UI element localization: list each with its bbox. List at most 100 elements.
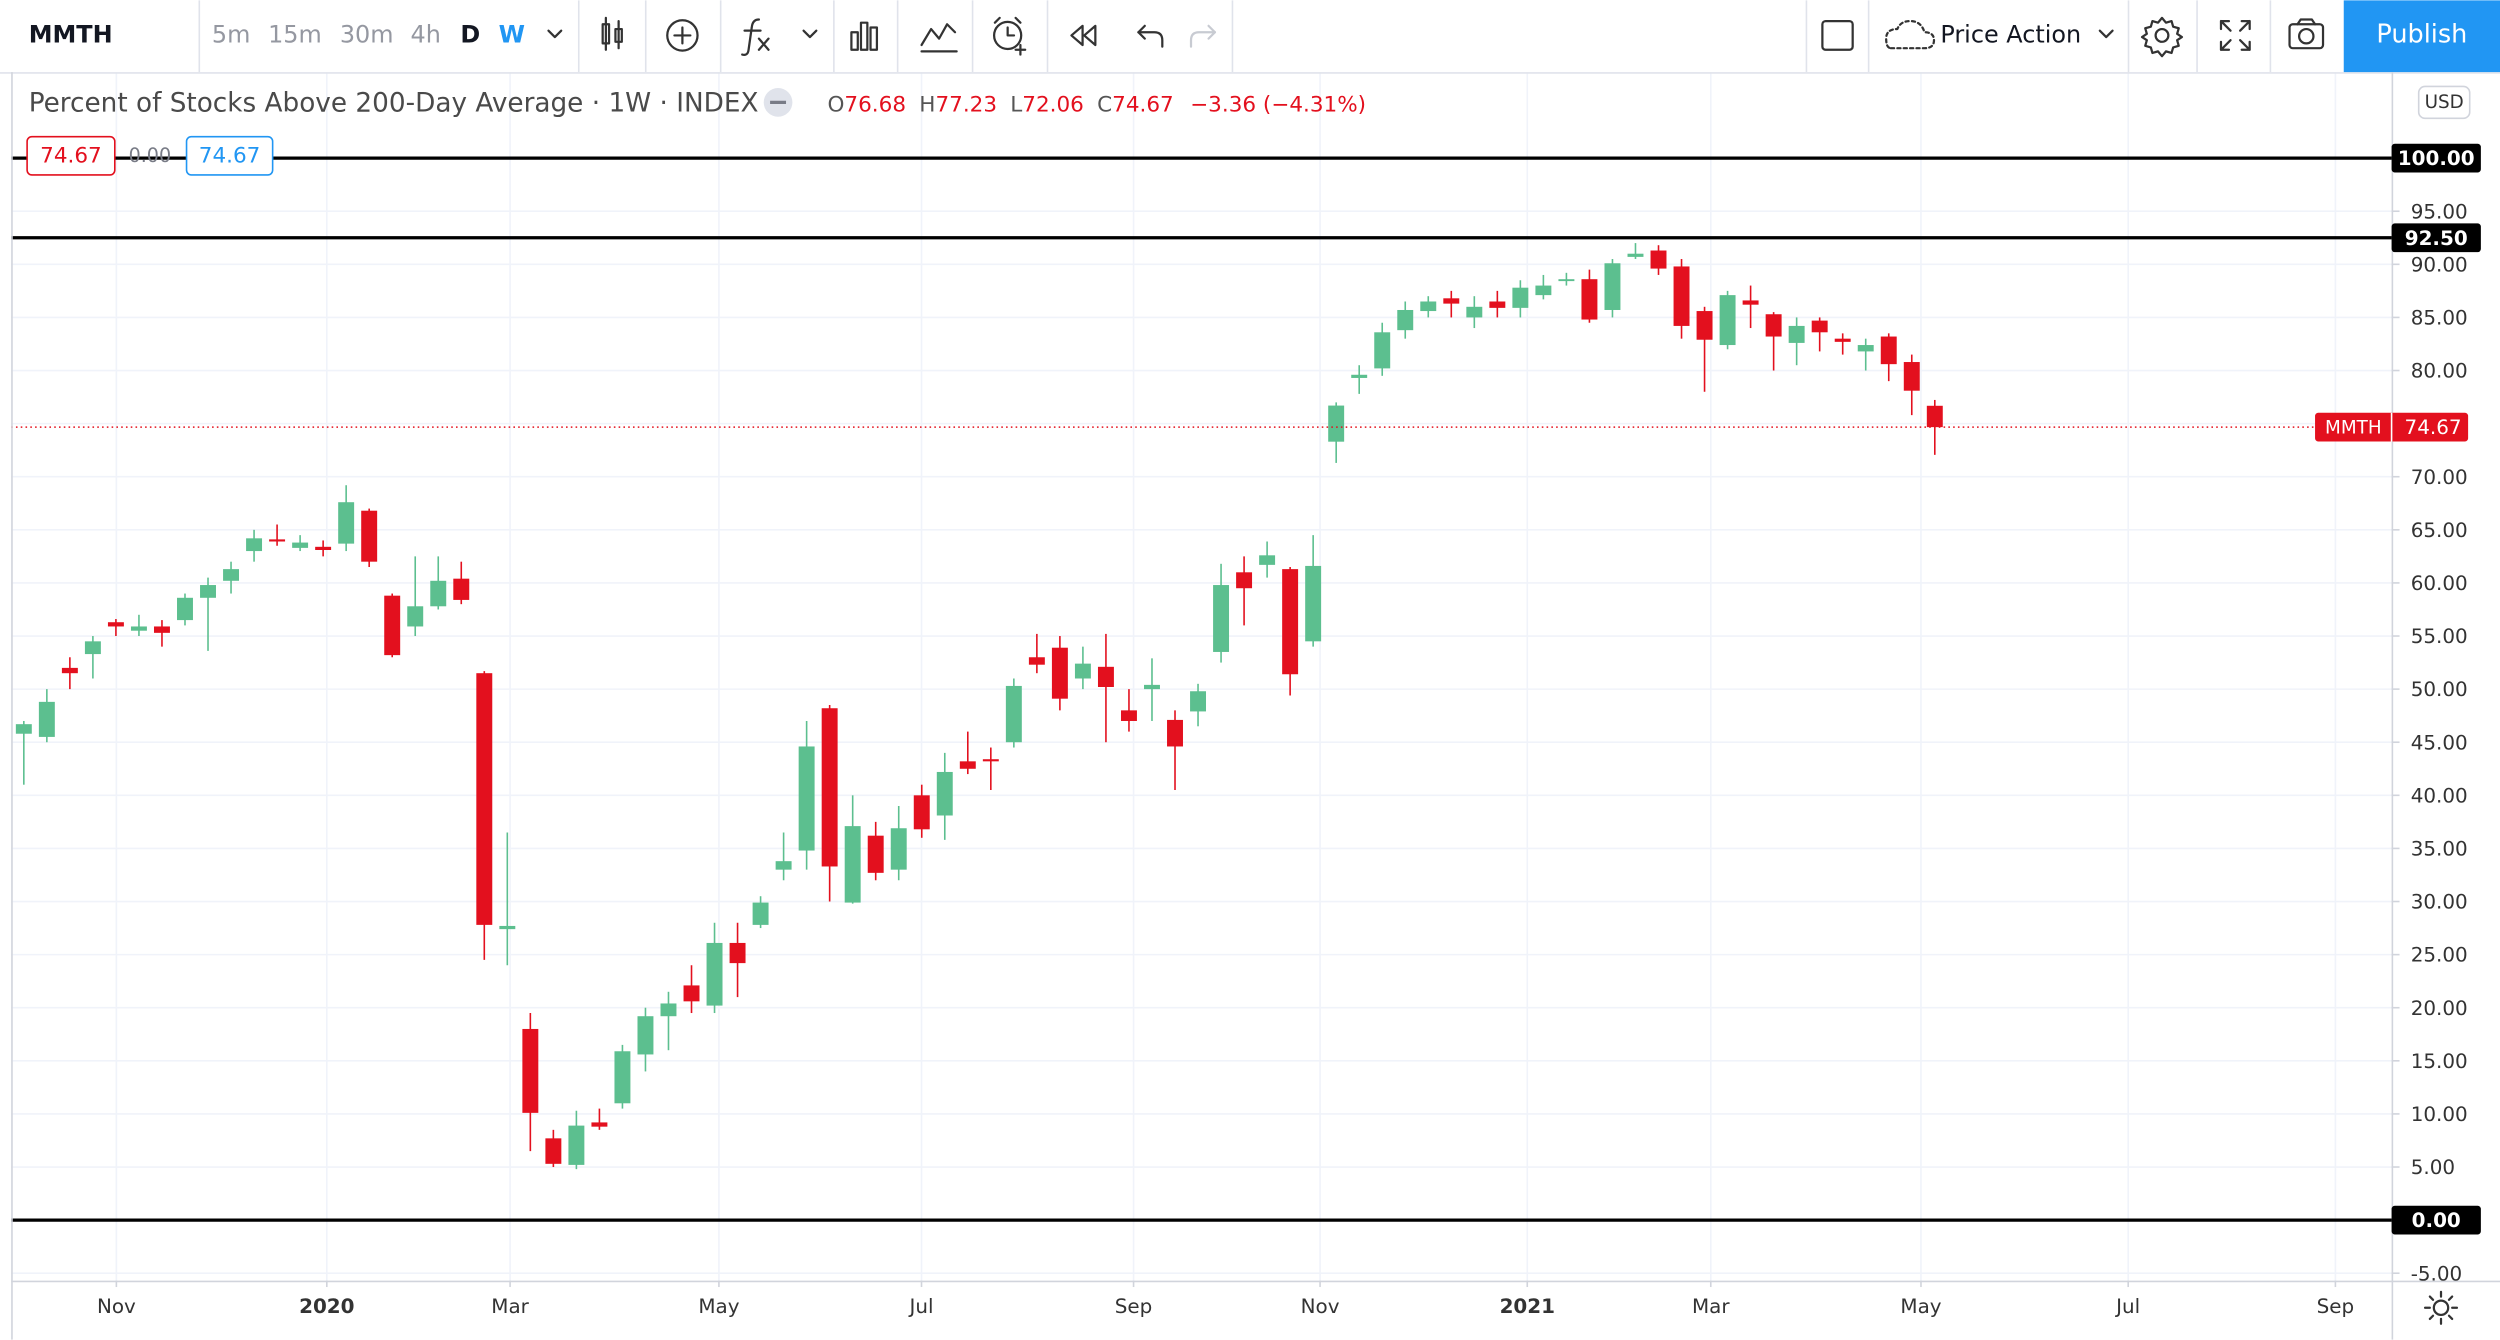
indicators-menu[interactable]	[802, 29, 818, 39]
y-tick-label: 60.00	[2411, 572, 2468, 595]
candle-body	[153, 626, 170, 633]
candle-body	[729, 942, 746, 964]
candle-body	[1051, 647, 1068, 699]
candle-body	[61, 667, 78, 674]
candle-body	[1604, 263, 1621, 310]
candle-body	[1673, 266, 1690, 326]
candle-body	[84, 641, 101, 655]
candle-body	[913, 795, 930, 830]
buy-badge[interactable]	[185, 135, 274, 176]
candle-body	[1328, 405, 1345, 442]
candle-body	[1489, 301, 1506, 308]
candle-body	[1788, 325, 1805, 343]
plot	[11, 156, 2392, 1222]
layout-button[interactable]	[1821, 19, 1854, 51]
interval[interactable]: D	[460, 20, 480, 48]
candle-body	[1005, 685, 1022, 743]
fullscreen-button[interactable]	[2219, 19, 2251, 51]
candle-body	[821, 708, 838, 867]
x-tick-label: Nov	[97, 1295, 136, 1318]
symbol[interactable]: MMTH	[29, 20, 113, 48]
redo-button[interactable]	[1189, 24, 1217, 48]
indicators-button[interactable]	[741, 18, 770, 56]
ohlc-label: L	[1010, 93, 1022, 118]
legend: Percent of Stocks Above 200-Day Average …	[26, 88, 1366, 176]
interval[interactable]: 4h	[411, 20, 441, 48]
candle-body	[867, 835, 884, 873]
interval-menu[interactable]	[547, 29, 563, 39]
candle-body	[269, 539, 286, 542]
candle-body	[1581, 279, 1598, 320]
x-tick-label: Jul	[908, 1295, 934, 1318]
y-tick-label: 90.00	[2411, 253, 2468, 276]
undo-button[interactable]	[1137, 24, 1164, 48]
interval[interactable]: 15m	[268, 20, 322, 48]
chart-type-button[interactable]	[601, 16, 623, 51]
candle-body	[1834, 338, 1851, 342]
y-tick-label: 45.00	[2411, 731, 2468, 754]
x-tick-label: Nov	[1301, 1295, 1340, 1318]
publish-label[interactable]: Publish	[2376, 19, 2467, 49]
snapshot-button[interactable]	[2288, 18, 2325, 50]
layout-name[interactable]: Price Action	[1940, 20, 2081, 48]
candle-body	[1926, 405, 1943, 428]
buy-price[interactable]: 74.67	[199, 144, 261, 169]
interval-active[interactable]: W	[499, 20, 525, 48]
replay-button[interactable]	[1070, 24, 1097, 47]
alert-button[interactable]	[992, 16, 1027, 56]
candle-body	[315, 546, 332, 551]
candle-body	[1627, 253, 1644, 257]
sell-badge[interactable]	[26, 135, 116, 176]
templates-button[interactable]	[850, 21, 879, 51]
candle-body	[1857, 345, 1874, 352]
x-tick-label: 2021	[1500, 1295, 1555, 1318]
ohlc-value: 76.68	[844, 93, 906, 118]
candle-body	[1466, 306, 1483, 318]
candle-body	[1236, 572, 1253, 589]
horizontal-line-badge	[2391, 223, 2481, 253]
candle-body	[614, 1051, 631, 1104]
y-tick-label: 25.00	[2411, 944, 2468, 967]
candle-body	[1903, 362, 1920, 391]
sell-price[interactable]: 74.67	[40, 144, 102, 169]
strategy-button[interactable]	[920, 23, 958, 53]
candle-body	[1213, 585, 1230, 652]
compare-button[interactable]	[666, 19, 699, 52]
candle-body	[1397, 309, 1414, 331]
candle-body	[499, 925, 516, 930]
currency-badge[interactable]	[2417, 85, 2471, 120]
x-tick-label: Sep	[2317, 1295, 2355, 1318]
grid	[11, 72, 2392, 1281]
publish-button[interactable]	[2343, 0, 2500, 73]
candle-body	[338, 502, 355, 544]
interval[interactable]: 5m	[212, 20, 251, 48]
ohlc-label: C	[1097, 93, 1112, 118]
horizontal-line-label: 0.00	[2412, 1209, 2461, 1232]
settings-button[interactable]	[2140, 16, 2184, 58]
candle-body	[223, 569, 240, 581]
y-tick-label: 35.00	[2411, 838, 2468, 861]
ohlc-label: H	[919, 93, 935, 118]
candle-body	[683, 985, 700, 1002]
candle-body	[1305, 565, 1322, 642]
candle-body	[1650, 250, 1667, 269]
candle-body	[1742, 300, 1759, 305]
change: −3.36 (−4.31%)	[1190, 93, 1366, 118]
currency[interactable]: USD	[2425, 92, 2464, 113]
toolbar: MMTH 5m 15m 30m 4h D W Price Action	[0, 0, 2500, 74]
candle-body	[384, 595, 401, 656]
layout-menu[interactable]	[2098, 29, 2114, 39]
ohlc: O76.68 H77.23 L72.06 C74.67 −3.36 (−4.31…	[827, 93, 1366, 118]
last-price-symbol: MMTH	[2325, 418, 2382, 439]
candle-body	[568, 1125, 585, 1165]
candle-body	[844, 826, 861, 903]
ohlc-value: 74.67	[1112, 93, 1174, 118]
candle-body	[1282, 569, 1299, 675]
ohlc-label: O	[827, 93, 844, 118]
candle-body	[591, 1122, 608, 1127]
interval[interactable]: 30m	[340, 20, 394, 48]
candle-body	[1028, 657, 1045, 665]
candle-body	[1443, 298, 1460, 304]
axis-settings[interactable]	[2423, 1290, 2459, 1325]
